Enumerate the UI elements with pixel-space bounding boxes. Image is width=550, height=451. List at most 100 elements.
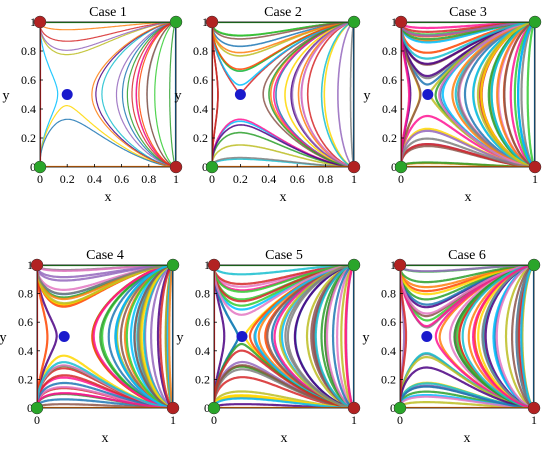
saddle-point-marker — [236, 331, 248, 342]
trajectory — [214, 349, 354, 408]
trajectory — [492, 265, 534, 408]
y-tick-label: 0.2 — [382, 131, 397, 145]
y-tick-label: 0.6 — [193, 73, 208, 87]
y-tick-label: 0 — [202, 160, 208, 174]
trajectory — [119, 265, 173, 408]
trajectory — [401, 137, 535, 167]
x-tick-label: 1 — [351, 413, 357, 427]
stable-equilibrium-marker — [33, 160, 47, 174]
unstable-equilibrium-marker — [166, 401, 180, 415]
trajectory — [156, 265, 173, 408]
trajectories — [37, 265, 173, 408]
trajectory — [301, 22, 354, 167]
x-tick-label: 0.6 — [290, 172, 305, 186]
y-tick-label: 0 — [204, 401, 210, 415]
stable-equilibrium-marker — [169, 15, 183, 29]
trajectory — [266, 265, 354, 408]
unstable-equilibrium-marker — [394, 15, 408, 29]
trajectory — [214, 265, 353, 276]
panel-4: 0 1 0 0.2 0.4 0.6 0.8 1 x y Case 4 — [0, 248, 180, 446]
trajectory — [340, 265, 354, 408]
y-axis-label: y — [363, 331, 370, 346]
x-tick-label: 0 — [398, 172, 404, 186]
trajectory — [126, 22, 176, 167]
trajectory — [305, 265, 354, 408]
trajectory — [323, 22, 354, 167]
stable-equilibrium-marker — [528, 15, 542, 29]
x-tick-label: 1 — [173, 172, 179, 186]
trajectory — [214, 265, 354, 293]
y-tick-label: 0.4 — [193, 102, 208, 116]
trajectories — [401, 22, 535, 167]
trajectory — [212, 22, 353, 40]
trajectory — [212, 22, 354, 70]
y-tick-label: 1 — [390, 258, 396, 272]
trajectory — [214, 265, 354, 316]
trajectory — [331, 265, 354, 408]
x-tick-label: 0.2 — [233, 172, 248, 186]
trajectory — [400, 395, 533, 408]
y-axis-label: y — [0, 331, 7, 346]
trajectory — [517, 22, 535, 167]
y-tick-label: 0.8 — [382, 44, 397, 58]
x-tick-label: 0 — [37, 172, 43, 186]
trajectory — [212, 22, 354, 54]
y-tick-label: 0.6 — [195, 315, 210, 329]
trajectory — [451, 22, 535, 167]
y-tick-label: 1 — [391, 15, 397, 29]
y-axis-label: y — [175, 89, 182, 104]
x-tick-label: 1 — [170, 413, 176, 427]
trajectory — [101, 22, 176, 167]
trajectory — [513, 22, 535, 167]
y-axis-label: y — [364, 89, 371, 104]
trajectory — [262, 22, 354, 167]
trajectory — [509, 22, 535, 167]
trajectory — [214, 397, 354, 408]
trajectory — [212, 144, 354, 167]
y-tick-label: 1 — [30, 15, 36, 29]
trajectory — [463, 22, 535, 167]
x-axis-label: x — [102, 431, 109, 446]
x-tick-label: 0 — [34, 413, 40, 427]
trajectory — [297, 22, 354, 167]
unstable-equilibrium-marker — [30, 258, 44, 272]
trajectory — [168, 265, 173, 408]
y-tick-label: 0.8 — [195, 287, 210, 301]
panel-2: 0 0.2 0.4 0.6 0.8 1 0 0.2 0.4 0.6 0.8 1 x y Case 2 — [175, 5, 361, 205]
trajectory — [511, 265, 534, 408]
x-axis-label: x — [105, 190, 112, 205]
y-tick-label: 0.8 — [381, 287, 396, 301]
x-tick-label: 0 — [211, 413, 217, 427]
axes-frame — [399, 264, 535, 409]
axes-frame — [39, 21, 177, 168]
trajectory — [40, 118, 175, 167]
trajectory — [135, 22, 176, 167]
trajectory — [37, 381, 173, 408]
y-tick-label: 0.8 — [193, 44, 208, 58]
x-tick-label: 1 — [531, 413, 537, 427]
trajectory — [150, 265, 173, 408]
stable-equilibrium-marker — [205, 160, 219, 174]
trajectory — [169, 22, 176, 167]
x-tick-label: 0.4 — [87, 172, 102, 186]
trajectory — [212, 23, 219, 166]
trajectory — [437, 22, 535, 167]
trajectory — [143, 265, 173, 408]
trajectory — [40, 105, 176, 167]
trajectory — [490, 22, 535, 167]
trajectory — [400, 265, 534, 315]
y-tick-label: 0.6 — [21, 73, 36, 87]
trajectory — [138, 22, 176, 167]
trajectory — [129, 265, 173, 408]
saddle-point-marker — [58, 331, 70, 342]
x-axis-label: x — [465, 190, 472, 205]
y-tick-label: 0.2 — [195, 372, 210, 386]
trajectory — [503, 22, 535, 167]
trajectory — [461, 265, 534, 408]
stable-equilibrium-marker — [527, 258, 541, 272]
trajectory — [526, 22, 535, 167]
unstable-equilibrium-marker — [33, 15, 47, 29]
x-tick-label: 0.2 — [60, 172, 75, 186]
y-tick-label: 0.2 — [21, 131, 36, 145]
trajectory — [496, 22, 535, 167]
